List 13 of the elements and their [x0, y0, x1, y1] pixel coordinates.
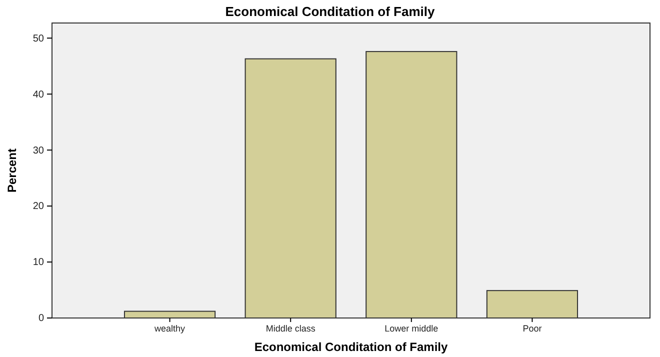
y-tick-label: 0 — [38, 313, 44, 324]
x-tick-label: Poor — [522, 323, 542, 334]
chart-title: Economical Conditation of Family — [225, 4, 436, 19]
x-tick-label: Lower middle — [384, 323, 438, 334]
x-tick-label: wealthy — [154, 323, 186, 334]
y-axis-title: Percent — [5, 148, 19, 193]
x-axis-title: Economical Conditation of Family — [254, 340, 448, 354]
y-tick-label: 40 — [32, 89, 44, 100]
y-tick-label: 50 — [32, 33, 44, 44]
y-tick-label: 30 — [32, 145, 44, 156]
x-tick-label: Middle class — [266, 323, 316, 334]
y-tick-label: 10 — [32, 257, 44, 268]
y-tick-label: 20 — [32, 201, 44, 212]
